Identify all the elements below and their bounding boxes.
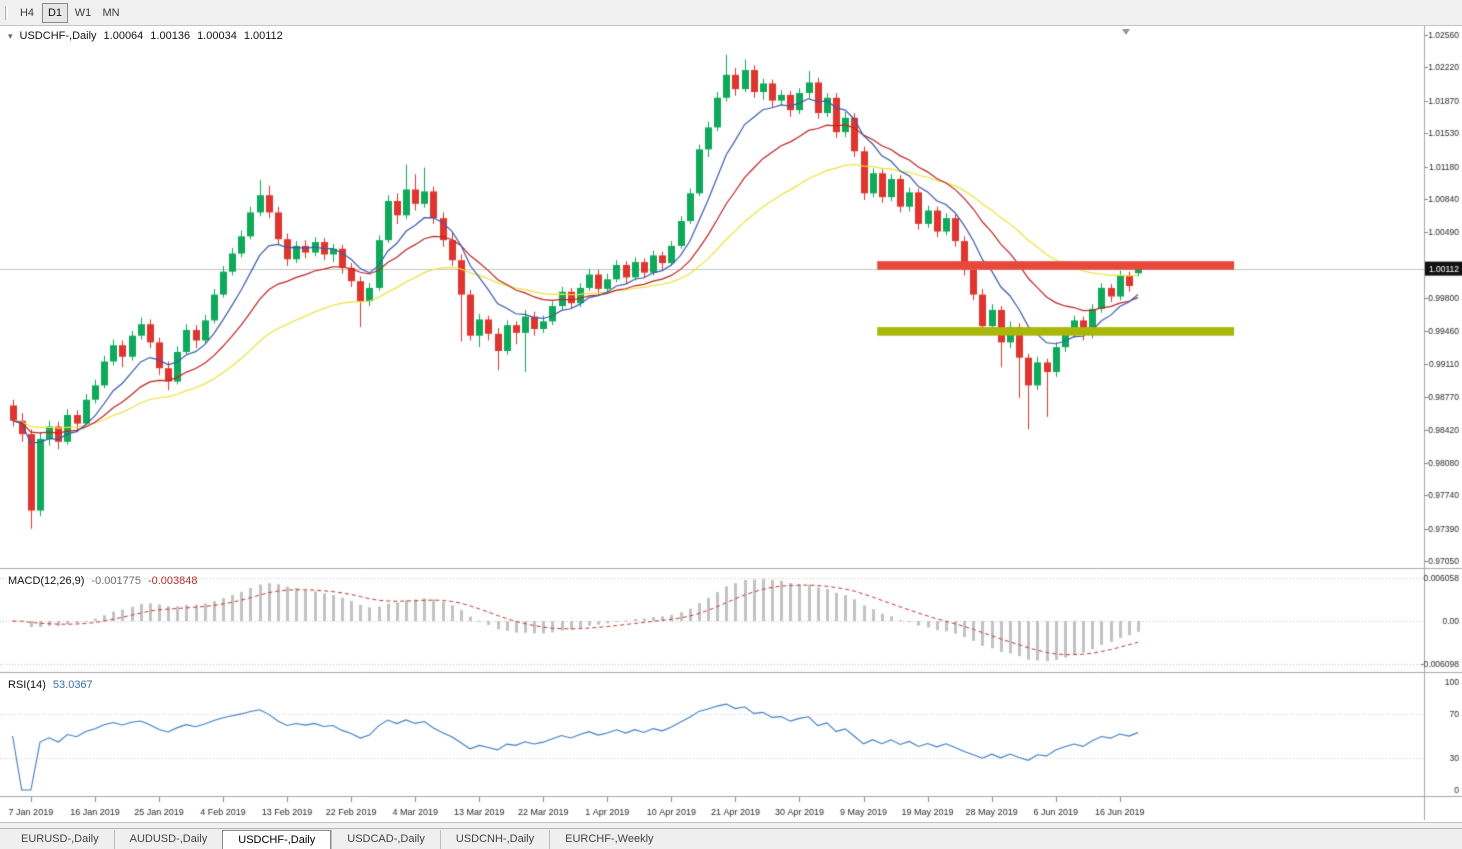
price-chart-canvas[interactable] bbox=[0, 26, 1462, 822]
horizontal-scrollbar[interactable] bbox=[0, 822, 1462, 828]
toolbar-grip[interactable] bbox=[5, 5, 8, 20]
chart-shift-marker-icon[interactable] bbox=[1122, 29, 1130, 35]
chart-tab-eurchf-weekly[interactable]: EURCHF-,Weekly bbox=[549, 830, 668, 849]
timeframe-button-d1[interactable]: D1 bbox=[42, 2, 68, 23]
timeframe-button-h4[interactable]: H4 bbox=[19, 6, 35, 19]
chart-tab-eurusd-daily[interactable]: EURUSD-,Daily bbox=[21, 833, 99, 845]
timeframe-buttons: H4 D1 W1 MN bbox=[14, 2, 126, 23]
chart-tab-audusd-daily[interactable]: AUDUSD-,Daily bbox=[113, 830, 223, 849]
timeframe-button-w1[interactable]: W1 bbox=[74, 6, 92, 19]
symbol-dropdown-icon[interactable]: ▾ bbox=[8, 30, 13, 41]
chart-tab-usdchf-daily[interactable]: USDCHF-,Daily bbox=[222, 830, 332, 849]
chart-tabs-bar: EURUSD-,Daily AUDUSD-,Daily USDCHF-,Daily U… bbox=[0, 828, 1462, 849]
chart-window: ▾ USDCHF-,Daily 1.00064 1.00136 1.00034 … bbox=[0, 26, 1462, 822]
top-toolbar: H4 D1 W1 MN bbox=[0, 0, 1462, 26]
chart-tab-usdcnh-daily[interactable]: USDCNH-,Daily bbox=[439, 830, 549, 849]
timeframe-button-mn[interactable]: MN bbox=[102, 6, 120, 19]
chart-tab-usdcad-daily[interactable]: USDCAD-,Daily bbox=[331, 830, 440, 849]
